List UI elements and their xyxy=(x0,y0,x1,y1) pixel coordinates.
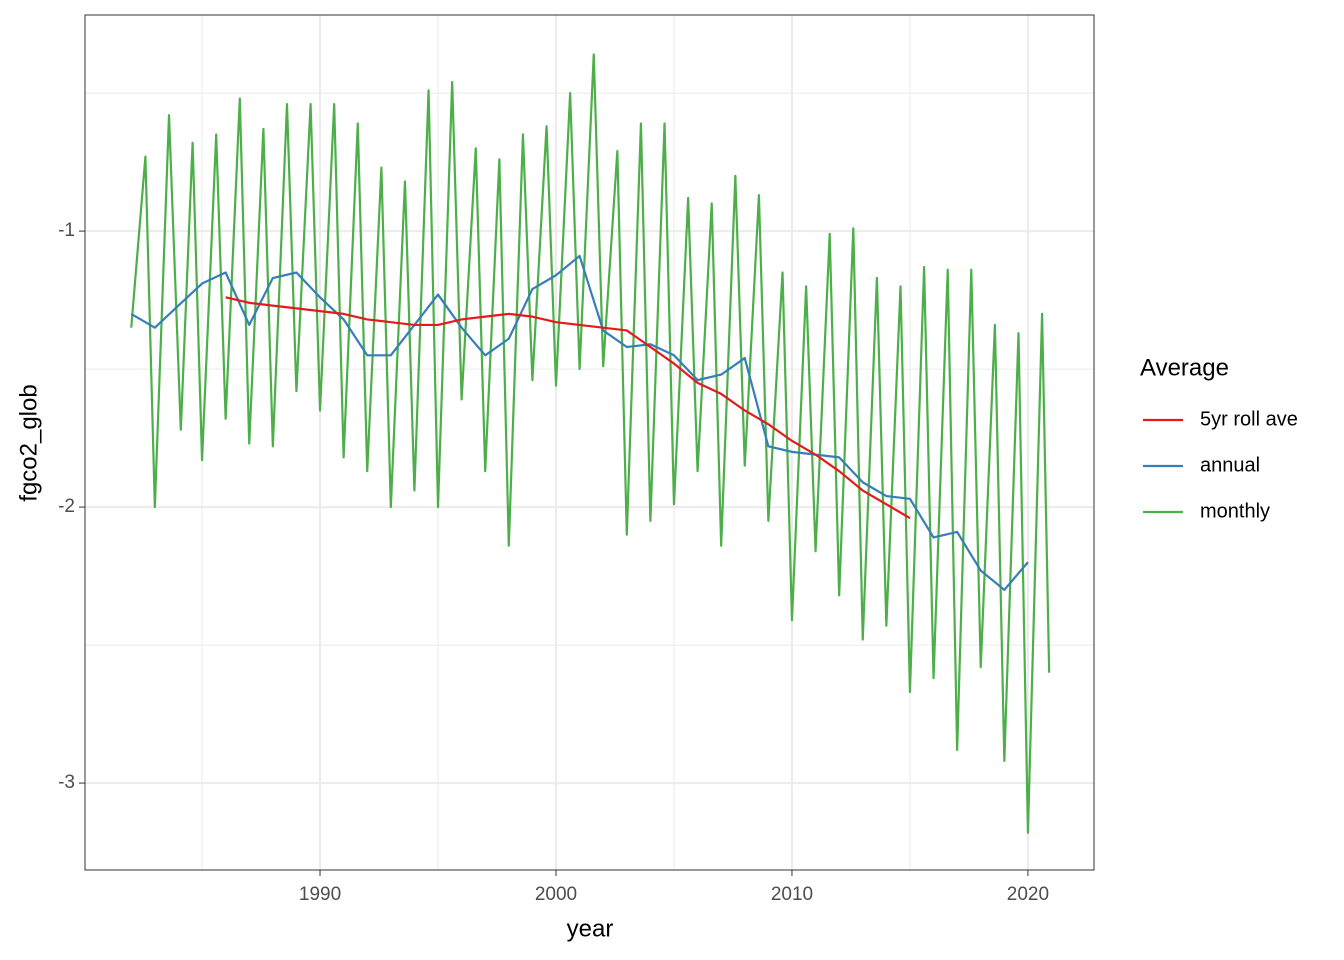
y-tick-label: -2 xyxy=(58,496,75,517)
x-axis-label: year xyxy=(567,915,614,942)
x-tick-label: 2020 xyxy=(1007,884,1049,905)
panel-border xyxy=(84,14,1095,871)
legend-label: monthly xyxy=(1200,500,1270,522)
y-tick-label: -1 xyxy=(58,220,75,241)
x-tick-label: 2010 xyxy=(771,884,813,905)
series-line xyxy=(225,296,911,520)
legend-label: 5yr roll ave xyxy=(1200,408,1298,430)
y-axis-label: fgco2_glob xyxy=(15,384,42,501)
y-tick-label: -3 xyxy=(58,772,75,793)
x-tick-label: 2000 xyxy=(535,884,577,905)
legend-title: Average xyxy=(1140,354,1229,381)
series-line xyxy=(130,254,1029,591)
series-line xyxy=(130,53,1051,834)
legend-label: annual xyxy=(1200,454,1260,476)
x-tick-label: 1990 xyxy=(299,884,341,905)
